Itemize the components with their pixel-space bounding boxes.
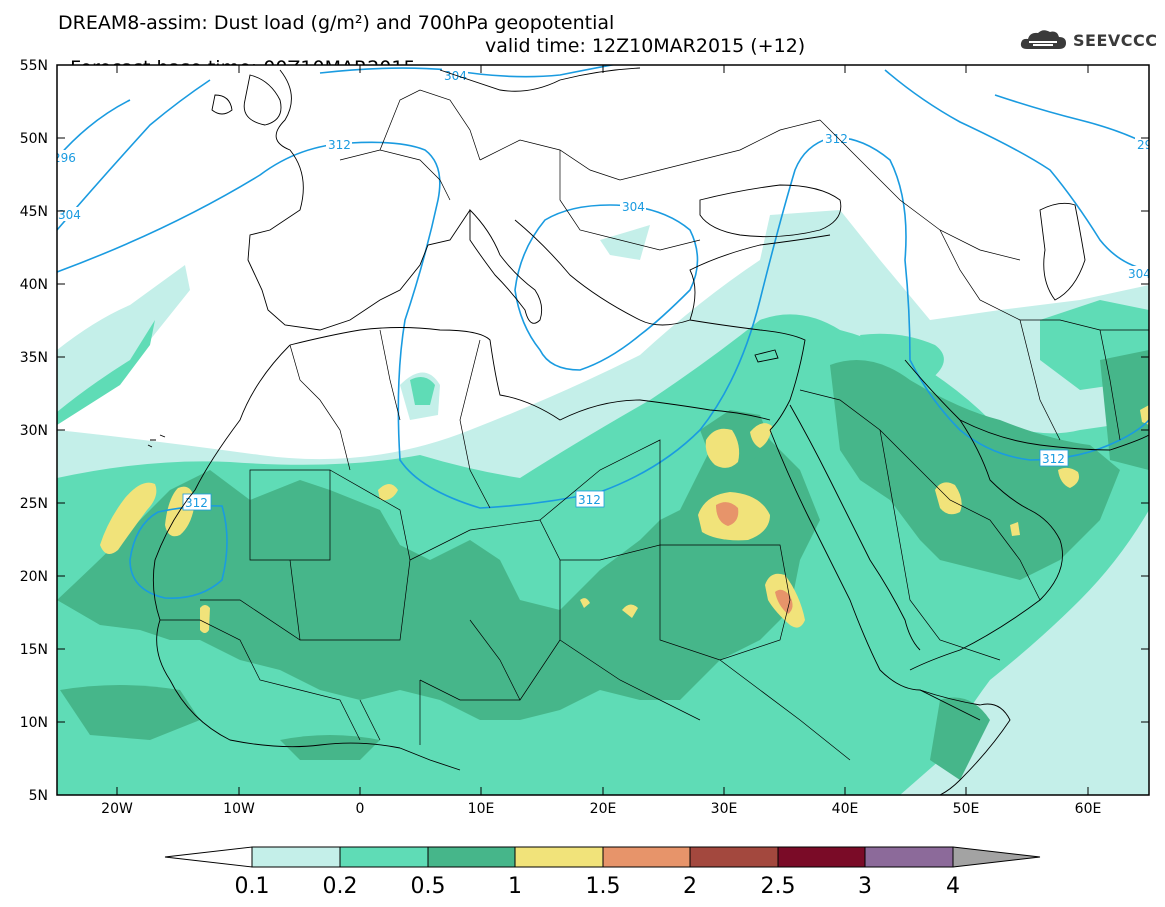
contour-label: 296 [53, 151, 76, 165]
lon-label: 40E [832, 801, 859, 817]
lat-label: 35N [20, 350, 48, 366]
contour-label: 304 [58, 208, 81, 222]
map-title: DREAM8-assim: Dust load (g/m²) and 700hP… [58, 12, 615, 34]
lat-label: 45N [20, 204, 48, 220]
colorbar-tick: 2 [683, 874, 697, 899]
contour-label: 312 [185, 496, 208, 510]
lon-label: 10W [223, 801, 255, 817]
lon-label: 10E [468, 801, 495, 817]
colorbar-low-triangle [164, 846, 253, 868]
logo-text: SEEVCCC [1073, 30, 1158, 50]
colorbar-swatch [778, 847, 865, 867]
lat-labels: 55N 50N 45N 40N 35N 30N 25N 20N 15N 10N … [20, 58, 48, 804]
colorbar-swatch [690, 847, 778, 867]
lon-label: 50E [953, 801, 980, 817]
cloud-logo-icon [1020, 30, 1066, 49]
lat-label: 20N [20, 569, 48, 585]
contour-labels: 304 312 296 304 304 312 312 296 304 312 … [53, 68, 1160, 511]
contour-label: 304 [622, 200, 645, 214]
lat-label: 30N [20, 423, 48, 439]
colorbar: 0.1 0.2 0.5 1 1.5 2 2.5 3 4 [164, 846, 1041, 899]
lon-labels: 20W 10W 0 10E 20E 30E 40E 50E 60E [101, 801, 1101, 817]
lon-label: 60E [1075, 801, 1102, 817]
dust-field: 304 312 296 304 304 312 312 296 304 312 … [53, 65, 1160, 795]
contour-label: 296 [1137, 138, 1160, 152]
contour-label: 304 [444, 69, 467, 83]
lat-label: 40N [20, 277, 48, 293]
colorbar-swatch [252, 847, 340, 867]
colorbar-tick: 0.1 [235, 874, 270, 899]
colorbar-swatch [340, 847, 428, 867]
colorbar-swatch [428, 847, 515, 867]
contour-label: 312 [578, 493, 601, 507]
lat-label: 55N [20, 58, 48, 74]
valid-time: valid time: 12Z10MAR2015 (+12) [485, 35, 806, 57]
colorbar-high-triangle [953, 847, 1040, 867]
contour-label: 312 [1042, 452, 1065, 466]
seevccc-logo: SEEVCCC [1019, 27, 1158, 53]
lon-ticks [116, 65, 1089, 795]
lon-label: 0 [356, 801, 365, 817]
colorbar-tick: 0.2 [323, 874, 358, 899]
contour-label: 312 [825, 132, 848, 146]
borders [160, 89, 1149, 761]
colorbar-swatch [865, 847, 953, 867]
colorbar-tick: 1 [508, 874, 522, 899]
lon-label: 20E [590, 801, 617, 817]
contour-label: 304 [1128, 267, 1151, 281]
lat-label: 25N [20, 496, 48, 512]
lat-label: 50N [20, 131, 48, 147]
lat-label: 5N [29, 788, 48, 804]
colorbar-swatch [603, 847, 690, 867]
colorbar-swatch [515, 847, 603, 867]
lat-label: 10N [20, 715, 48, 731]
contour-label: 312 [328, 138, 351, 152]
colorbar-tick: 1.5 [586, 874, 621, 899]
lon-label: 20W [101, 801, 133, 817]
lat-ticks [57, 64, 1149, 723]
colorbar-tick: 2.5 [761, 874, 796, 899]
lon-label: 30E [711, 801, 738, 817]
colorbar-tick: 4 [946, 874, 960, 899]
lat-label: 15N [20, 642, 48, 658]
colorbar-tick: 0.5 [411, 874, 446, 899]
colorbar-tick: 3 [858, 874, 872, 899]
